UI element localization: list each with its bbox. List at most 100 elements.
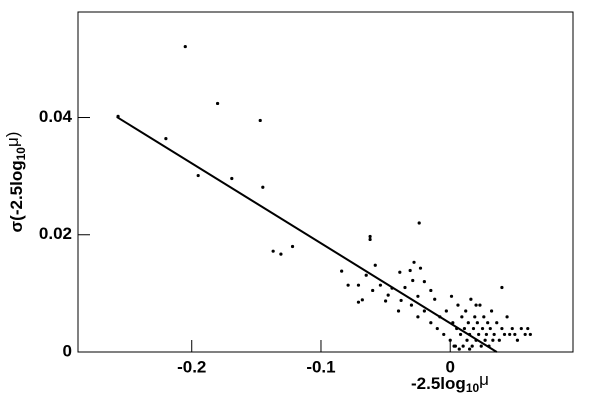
point [356,283,361,287]
point [486,321,490,325]
point [468,347,472,351]
point [470,344,474,348]
point [279,252,283,256]
point [442,332,446,337]
y-axis-label: σ(-2.5log10μ) [3,132,28,233]
point [196,173,200,178]
point [462,326,467,331]
point [360,298,364,302]
point [456,303,460,307]
point [230,176,234,181]
point [526,326,530,331]
point [457,347,461,351]
point [418,266,423,270]
point [497,338,501,342]
point [478,303,482,307]
point [403,285,407,290]
point [513,332,517,337]
point [528,332,532,337]
point [429,321,433,325]
point [408,268,412,273]
point [505,315,509,319]
x-axis-label-part: μ [479,370,489,389]
point [368,237,372,242]
point [271,249,275,253]
point [368,234,372,239]
point [483,338,487,342]
point [460,315,464,319]
point [396,309,401,313]
point [500,326,504,331]
point [429,288,433,293]
point [417,221,421,225]
point [412,260,416,264]
x-axis-label-part: 10 [466,381,480,395]
point [515,338,520,342]
point [398,270,402,274]
x-axis-label: -2.5log10μ [411,370,489,395]
y-tick-label: 0.04 [39,107,73,126]
point [469,297,473,301]
point [523,332,527,337]
point [474,303,478,307]
point [433,297,437,301]
point [261,185,265,189]
y-tick-label: 0.02 [39,224,72,243]
point [458,332,463,337]
point [164,137,168,141]
point [480,326,485,331]
point [435,326,439,331]
point [473,315,477,319]
point [215,101,220,106]
point [183,44,187,49]
point [452,344,456,348]
y-axis-label-part: σ(-2.5log [7,160,26,232]
point [422,309,426,313]
point [464,309,468,313]
point [449,294,454,298]
x-tick-label: 0 [445,357,454,376]
point [491,338,495,342]
point [371,288,375,293]
point [258,118,262,123]
fit-line [116,116,498,353]
point [416,315,420,319]
point [482,315,486,319]
point [500,285,504,290]
point [492,332,496,337]
point [477,332,481,337]
point [356,300,361,304]
point [461,344,465,348]
point [422,280,426,284]
point [409,303,414,307]
point [466,321,470,325]
point [479,344,483,348]
x-tick-label: -0.2 [177,357,206,376]
point [489,309,494,313]
x-axis-label-part: -2.5log [411,374,466,393]
point [510,326,514,331]
point [364,273,368,277]
point [386,293,390,297]
point [495,321,499,325]
point [508,332,512,337]
point [340,269,344,273]
point [373,263,377,267]
x-tick-label: -0.1 [306,357,335,376]
point [448,338,452,342]
point [502,332,507,337]
point [471,326,476,331]
frame [77,11,574,353]
point [383,299,388,303]
point [290,244,295,249]
point [378,283,383,287]
point [475,321,479,325]
point [444,309,448,313]
point [484,332,489,337]
point [399,298,403,303]
point [465,338,469,342]
point [411,278,415,283]
point [416,294,420,298]
point [346,283,350,287]
